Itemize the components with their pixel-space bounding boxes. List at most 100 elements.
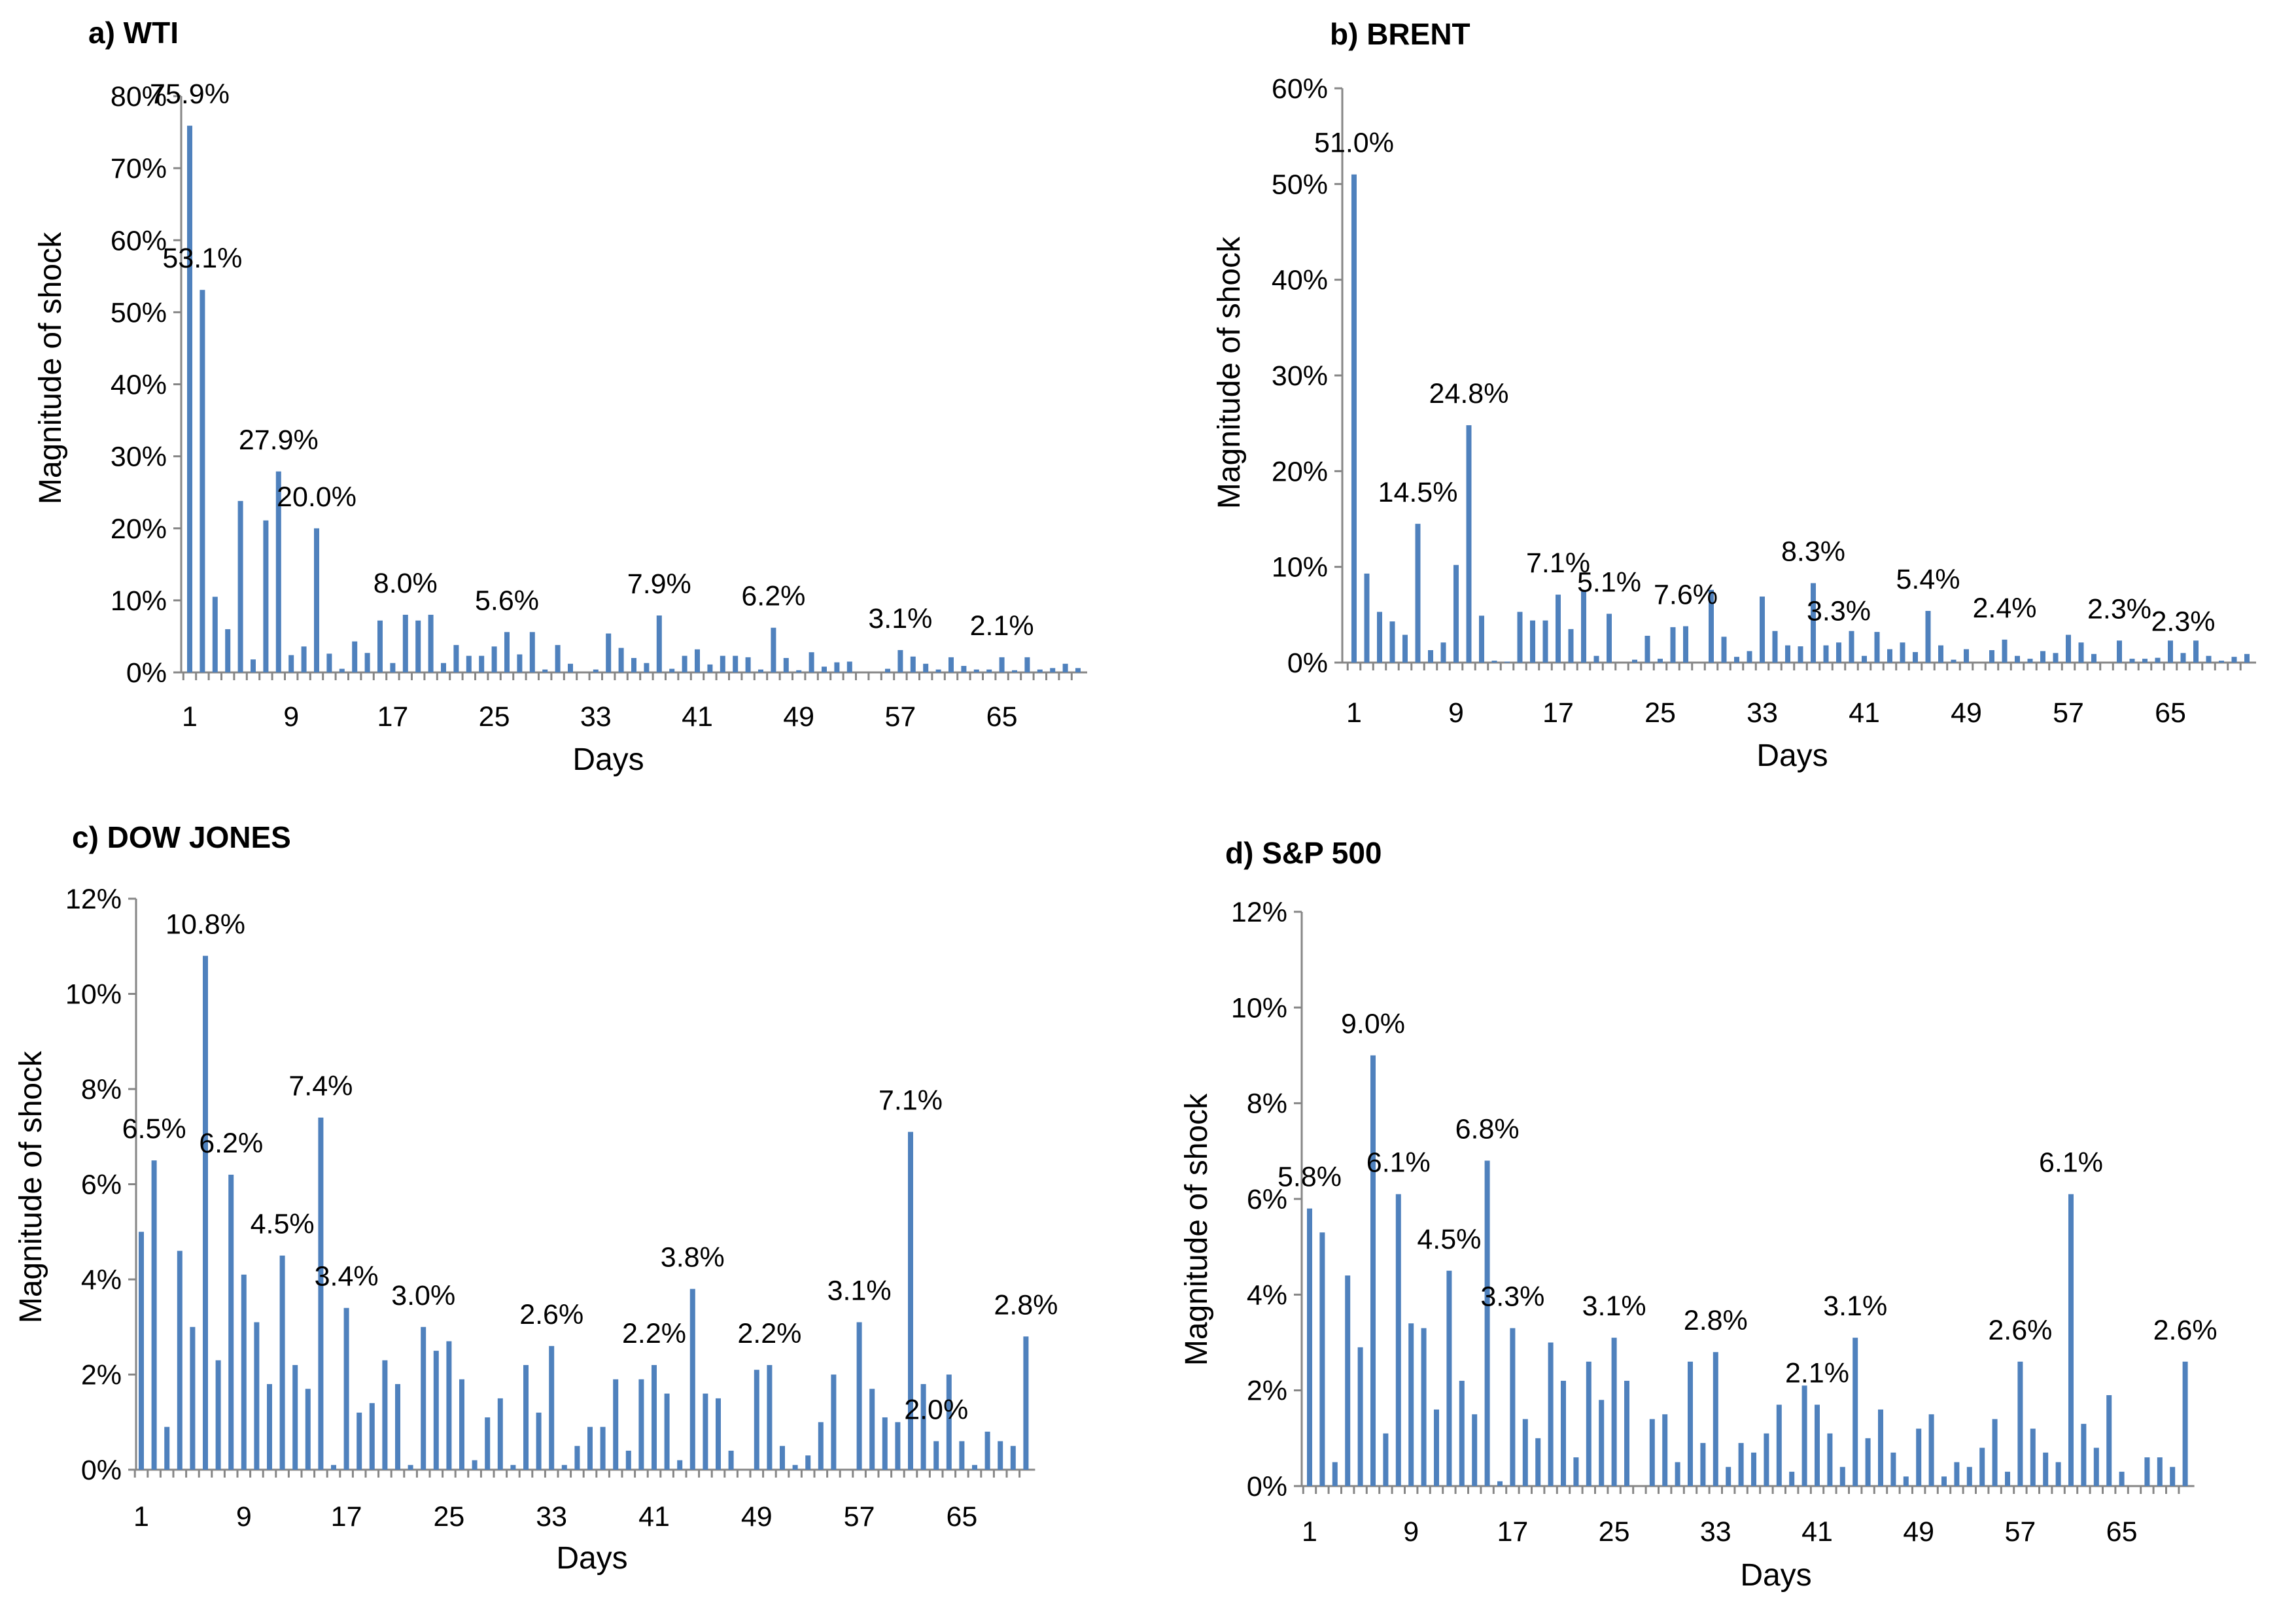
bar-day-24	[1644, 636, 1650, 663]
data-label-day-57: 2.6%	[1988, 1315, 2052, 1346]
bar-day-24	[479, 655, 485, 672]
x-tick-label: 41	[638, 1501, 670, 1533]
bar-day-41	[1815, 1404, 1820, 1486]
bar-day-35	[1738, 1443, 1744, 1486]
bar-day-6	[251, 659, 256, 672]
bar-day-13	[292, 1364, 298, 1470]
y-tick-label: 50%	[111, 297, 167, 328]
bar-day-67	[2144, 1457, 2150, 1486]
bar-day-54	[1979, 1447, 1985, 1486]
data-label-day-63: 2.0%	[904, 1394, 968, 1425]
data-label-day-61: 2.3%	[2087, 593, 2151, 625]
bar-day-20	[1593, 655, 1599, 663]
bar-day-31	[523, 1364, 529, 1470]
bar-day-18	[357, 1412, 362, 1470]
data-label-day-21: 5.1%	[1577, 566, 1641, 598]
y-axis-label: Magnitude of shock	[1179, 1093, 1214, 1366]
data-label-day-41: 2.1%	[1785, 1358, 1849, 1389]
bar-day-28	[529, 632, 535, 672]
bar-day-21	[441, 663, 446, 672]
y-tick-label: 6%	[81, 1169, 122, 1201]
bar-day-35	[618, 648, 624, 672]
data-label-day-1: 75.9%	[150, 78, 230, 110]
x-tick-label: 49	[741, 1501, 773, 1533]
bar-day-63	[2142, 659, 2148, 663]
x-tick-label: 41	[1849, 697, 1880, 729]
bar-day-42	[1874, 632, 1880, 663]
y-axis-label: Magnitude of shock	[1212, 236, 1247, 509]
x-tick-label: 25	[1599, 1516, 1630, 1548]
bar-day-56	[2005, 1472, 2010, 1486]
bar-day-61	[2068, 1194, 2074, 1486]
bar-day-50	[767, 1364, 773, 1470]
data-label-day-23: 3.0%	[391, 1280, 455, 1311]
bar-day-10	[301, 646, 307, 672]
bar-day-35	[574, 1446, 580, 1470]
bar-day-54	[2027, 659, 2033, 663]
bar-day-19	[1581, 589, 1586, 663]
y-tick-label: 0%	[1287, 648, 1328, 679]
bar-day-46	[1925, 610, 1931, 663]
bar-day-5	[1357, 1347, 1363, 1486]
data-label-day-11: 20.0%	[277, 481, 357, 513]
bar-day-18	[1568, 629, 1574, 663]
bar-day-25	[1658, 659, 1663, 663]
bar-day-61	[908, 1132, 913, 1470]
bar-day-25	[491, 646, 497, 672]
bar-day-2	[200, 290, 205, 673]
y-tick-label: 80%	[111, 81, 167, 113]
bar-day-5	[190, 1326, 196, 1470]
bar-day-21	[1561, 1381, 1566, 1486]
bar-day-34	[1772, 631, 1778, 663]
data-label-day-8: 27.9%	[239, 424, 319, 456]
bar-day-55	[2040, 651, 2045, 663]
bar-day-28	[1649, 1419, 1655, 1486]
bar-day-24	[1599, 1400, 1605, 1486]
y-tick-label: 12%	[1231, 897, 1287, 928]
bar-day-6	[1415, 523, 1421, 663]
x-tick-label: 9	[1448, 697, 1464, 729]
bar-day-1	[1351, 174, 1357, 663]
bar-day-7	[1383, 1433, 1389, 1486]
data-label-day-17: 7.1%	[1526, 547, 1590, 579]
bar-day-8	[275, 471, 281, 672]
bar-day-16	[331, 1464, 336, 1470]
bar-day-53	[805, 1455, 811, 1470]
data-label-day-25: 3.1%	[1582, 1291, 1646, 1322]
bar-day-49	[1964, 649, 1969, 663]
bar-day-41	[652, 1364, 657, 1470]
y-tick-label: 0%	[1247, 1471, 1287, 1502]
bar-day-10	[1421, 1328, 1427, 1486]
y-axis-label: Magnitude of shock	[33, 232, 68, 504]
bar-day-51	[1941, 1476, 1947, 1486]
bar-day-13	[339, 668, 345, 672]
data-label-day-38: 7.9%	[627, 568, 691, 600]
data-label-day-12: 4.5%	[1417, 1224, 1481, 1255]
bar-day-30	[1721, 636, 1727, 663]
x-tick-label: 49	[783, 701, 814, 733]
bar-day-36	[1798, 646, 1803, 663]
bar-day-60	[895, 1422, 901, 1470]
data-label-day-33: 2.6%	[519, 1299, 583, 1330]
panel-sp500: d) S&P 500 Magnitude of shock Days 0% 2% 4…	[1179, 836, 2218, 1593]
bar-day-40	[638, 1379, 644, 1470]
bar-day-48	[783, 657, 789, 672]
bar-day-40	[1849, 631, 1854, 663]
bar-day-32	[536, 1412, 542, 1470]
bar-day-55	[831, 1374, 837, 1470]
bar-day-39	[625, 1450, 631, 1470]
bar-day-59	[2043, 1452, 2049, 1486]
data-label-day-44: 3.8%	[661, 1242, 725, 1273]
bar-day-10	[254, 1322, 260, 1470]
bar-day-39	[1836, 642, 1841, 663]
data-label-day-52: 2.4%	[1972, 593, 2036, 624]
bar-day-31	[1734, 657, 1739, 663]
x-tick-label: 1	[182, 701, 198, 733]
bar-day-20	[1548, 1342, 1554, 1486]
bar-day-16	[1497, 1481, 1503, 1486]
bar-day-44	[733, 655, 739, 672]
x-tick-label: 25	[479, 701, 510, 733]
bar-day-50	[809, 652, 814, 672]
y-axis-label: Magnitude of shock	[14, 1050, 48, 1323]
bar-day-57	[897, 650, 903, 672]
